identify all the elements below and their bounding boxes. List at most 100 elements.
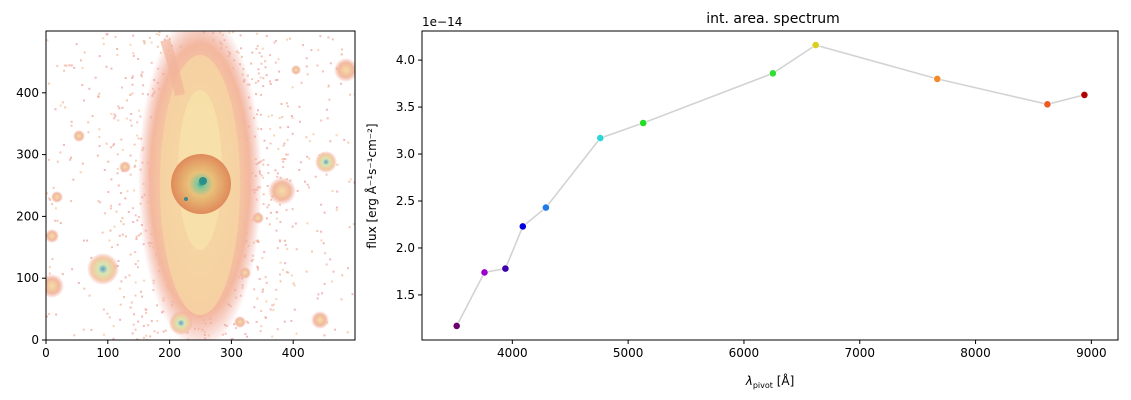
noise-pixel [285,153,288,156]
noise-pixel [97,95,100,98]
noise-pixel [283,142,286,145]
noise-pixel [269,308,272,311]
noise-pixel [255,321,258,323]
noise-pixel [306,155,309,158]
noise-pixel [96,154,99,157]
noise-pixel [98,55,101,58]
noise-pixel [105,65,108,68]
noise-pixel [304,180,306,183]
noise-pixel [135,235,138,238]
noise-pixel [285,271,288,274]
galaxy-image [46,31,355,340]
noise-pixel [298,120,301,123]
noise-pixel [271,304,274,307]
noise-pixel [103,169,106,171]
data-point [769,69,777,78]
noise-pixel [281,116,284,119]
noise-pixel [251,78,254,81]
noise-pixel [319,35,322,38]
noise-pixel [113,143,115,146]
noise-pixel [277,148,280,150]
noise-pixel [264,66,267,69]
noise-pixel [266,184,269,187]
y-tick-label: 3.5 [396,100,415,114]
noise-pixel [257,68,260,71]
noise-pixel [149,335,152,338]
noise-pixel [284,239,286,242]
noise-pixel [290,115,293,117]
star-blob [234,316,246,328]
noise-pixel [247,321,250,324]
noise-pixel [277,58,280,61]
noise-pixel [121,217,124,220]
noise-pixel [117,105,120,108]
noise-pixel [256,45,259,48]
noise-pixel [98,136,101,138]
noise-pixel [117,260,120,262]
noise-pixel [256,265,259,268]
noise-pixel [140,232,142,235]
noise-pixel [291,225,294,228]
noise-pixel [120,192,123,194]
noise-pixel [326,117,329,120]
noise-pixel [290,274,293,277]
noise-pixel [118,203,121,206]
noise-pixel [269,54,272,57]
x-tick-label: 300 [220,346,243,360]
noise-pixel [132,54,135,57]
noise-pixel [162,330,165,333]
noise-pixel [253,288,256,291]
noise-pixel [148,36,151,39]
noise-pixel [130,301,133,304]
noise-pixel [250,62,253,65]
spectrum-line [455,44,1085,327]
noise-pixel [134,281,137,284]
data-point [811,41,820,49]
noise-pixel [77,282,80,284]
noise-pixel [82,328,85,331]
data-point [933,75,942,83]
noise-pixel [322,70,324,73]
noise-pixel [125,235,127,238]
noise-pixel [129,253,132,256]
noise-pixel [262,193,265,196]
noise-pixel [129,43,132,46]
data-point [452,321,461,330]
noise-pixel [290,320,293,322]
noise-pixel [258,51,261,54]
noise-pixel [131,83,134,86]
noise-pixel [292,282,295,285]
noise-pixel [320,230,323,233]
noise-pixel [282,166,285,169]
noise-pixel [272,303,275,306]
noise-pixel [256,32,259,35]
noise-pixel [120,138,123,141]
noise-pixel [282,144,285,147]
noise-pixel [90,328,93,331]
data-point [480,268,489,277]
noise-pixel [113,225,116,228]
noise-pixel [139,115,142,118]
noise-pixel [340,82,343,85]
image-x-axis: 0 100 200 300 400 [42,340,305,360]
noise-pixel [125,117,128,120]
noise-pixel [255,93,257,96]
noise-pixel [142,40,145,43]
noise-pixel [320,239,323,242]
noise-pixel [56,64,59,67]
noise-pixel [82,99,85,102]
noise-pixel [308,157,311,160]
noise-pixel [270,114,273,117]
noise-pixel [267,163,269,166]
star-blob [169,311,193,335]
noise-pixel [293,308,296,311]
noise-pixel [117,184,120,187]
noise-pixel [278,117,281,120]
data-point [518,222,527,231]
noise-pixel [110,204,113,207]
noise-pixel [257,109,259,112]
noise-pixel [132,34,135,37]
noise-pixel [97,200,100,203]
noise-pixel [137,338,140,340]
noise-pixel [69,158,72,161]
